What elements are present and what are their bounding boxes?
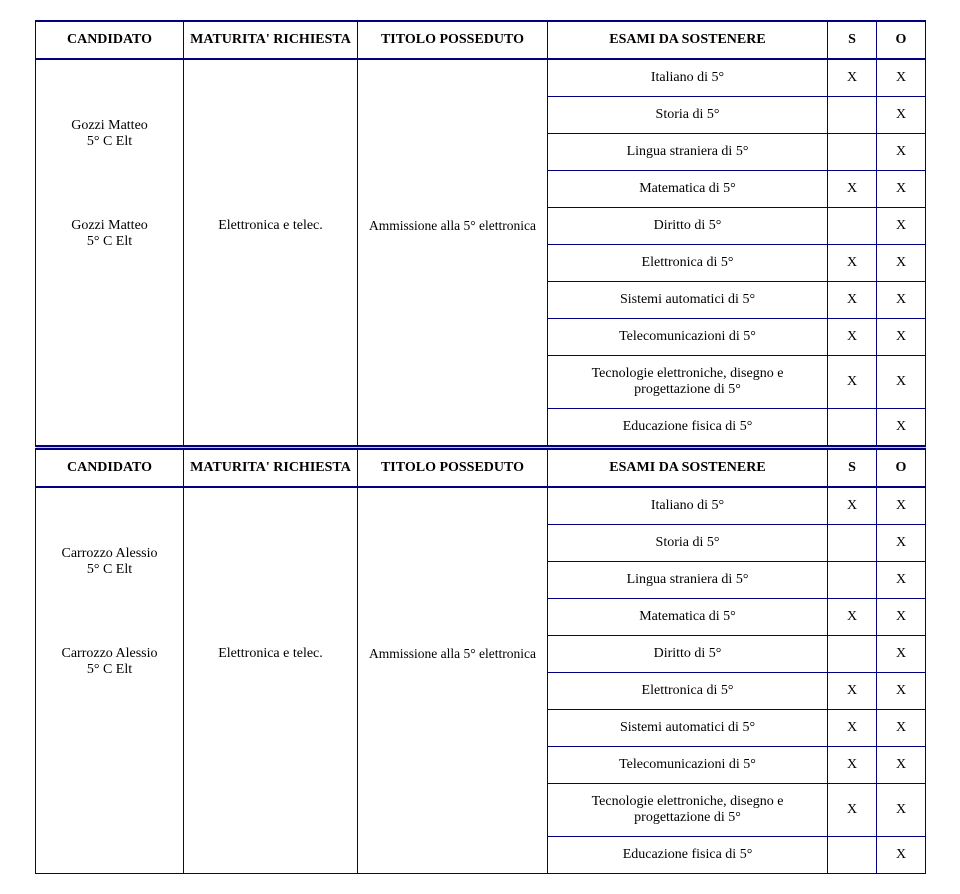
mark-s: X bbox=[828, 245, 877, 282]
mark-s: X bbox=[828, 710, 877, 747]
candidate-cell-lower bbox=[36, 282, 184, 447]
maturita-cell-lower bbox=[184, 282, 358, 447]
mark-o: X bbox=[877, 319, 926, 356]
mark-o: X bbox=[877, 784, 926, 837]
exam-name: Diritto di 5° bbox=[548, 208, 828, 245]
maturita-value: Elettronica e telec. bbox=[184, 208, 358, 282]
mark-s bbox=[828, 97, 877, 134]
mark-o: X bbox=[877, 599, 926, 636]
mark-s: X bbox=[828, 673, 877, 710]
col-header-esami: ESAMI DA SOSTENERE bbox=[548, 21, 828, 59]
exam-name: Lingua straniera di 5° bbox=[548, 562, 828, 599]
maturita-cell-upper bbox=[184, 487, 358, 636]
col-header-titolo: TITOLO POSSEDUTO bbox=[358, 449, 548, 487]
exam-name: Matematica di 5° bbox=[548, 599, 828, 636]
mark-o: X bbox=[877, 282, 926, 319]
mark-o: X bbox=[877, 171, 926, 208]
mark-o: X bbox=[877, 409, 926, 447]
exam-name: Tecnologie elettroniche, disegno e proge… bbox=[548, 784, 828, 837]
mark-o: X bbox=[877, 208, 926, 245]
mark-o: X bbox=[877, 636, 926, 673]
candidate-name: Gozzi Matteo5° C Elt bbox=[36, 208, 184, 282]
mark-o: X bbox=[877, 747, 926, 784]
mark-s bbox=[828, 525, 877, 562]
exam-row: Carrozzo Alessio5° C EltItaliano di 5°XX bbox=[36, 487, 926, 525]
col-header-s: S bbox=[828, 21, 877, 59]
mark-o: X bbox=[877, 245, 926, 282]
exam-name: Diritto di 5° bbox=[548, 636, 828, 673]
exam-name: Tecnologie elettroniche, disegno e proge… bbox=[548, 356, 828, 409]
exam-name: Italiano di 5° bbox=[548, 59, 828, 97]
maturita-value: Elettronica e telec. bbox=[184, 636, 358, 710]
mark-s: X bbox=[828, 59, 877, 97]
maturita-cell-upper bbox=[184, 59, 358, 208]
table-header-row: CANDIDATOMATURITA' RICHIESTATITOLO POSSE… bbox=[36, 449, 926, 487]
col-header-esami: ESAMI DA SOSTENERE bbox=[548, 449, 828, 487]
col-header-s: S bbox=[828, 449, 877, 487]
mark-s: X bbox=[828, 599, 877, 636]
mark-o: X bbox=[877, 356, 926, 409]
exam-name: Storia di 5° bbox=[548, 97, 828, 134]
mark-o: X bbox=[877, 487, 926, 525]
mark-s: X bbox=[828, 171, 877, 208]
mark-o: X bbox=[877, 134, 926, 171]
exam-name: Elettronica di 5° bbox=[548, 673, 828, 710]
exam-name: Telecomunicazioni di 5° bbox=[548, 747, 828, 784]
mark-s: X bbox=[828, 784, 877, 837]
candidate-cell: Gozzi Matteo5° C Elt bbox=[36, 59, 184, 208]
titolo-value: Ammissione alla 5° elettronica bbox=[358, 636, 548, 710]
exam-name: Lingua straniera di 5° bbox=[548, 134, 828, 171]
maturita-cell-lower bbox=[184, 710, 358, 874]
mark-s: X bbox=[828, 319, 877, 356]
col-header-maturita: MATURITA' RICHIESTA bbox=[184, 21, 358, 59]
exam-name: Sistemi automatici di 5° bbox=[548, 710, 828, 747]
table-header-row: CANDIDATOMATURITA' RICHIESTATITOLO POSSE… bbox=[36, 21, 926, 59]
mark-s: X bbox=[828, 282, 877, 319]
candidate-name: Carrozzo Alessio5° C Elt bbox=[36, 636, 184, 710]
exam-name: Educazione fisica di 5° bbox=[548, 837, 828, 874]
exam-row: Sistemi automatici di 5°XX bbox=[36, 710, 926, 747]
mark-s: X bbox=[828, 487, 877, 525]
titolo-cell-lower bbox=[358, 710, 548, 874]
exam-row: Carrozzo Alessio5° C EltElettronica e te… bbox=[36, 636, 926, 673]
mark-s bbox=[828, 562, 877, 599]
col-header-o: O bbox=[877, 449, 926, 487]
col-header-o: O bbox=[877, 21, 926, 59]
exam-name: Sistemi automatici di 5° bbox=[548, 282, 828, 319]
col-header-titolo: TITOLO POSSEDUTO bbox=[358, 21, 548, 59]
exam-name: Matematica di 5° bbox=[548, 171, 828, 208]
exam-name: Storia di 5° bbox=[548, 525, 828, 562]
mark-s: X bbox=[828, 747, 877, 784]
exam-name: Elettronica di 5° bbox=[548, 245, 828, 282]
exam-row: Gozzi Matteo5° C EltElettronica e telec.… bbox=[36, 208, 926, 245]
exam-name: Telecomunicazioni di 5° bbox=[548, 319, 828, 356]
mark-s bbox=[828, 208, 877, 245]
candidate-cell: Carrozzo Alessio5° C Elt bbox=[36, 487, 184, 636]
exam-name: Educazione fisica di 5° bbox=[548, 409, 828, 447]
mark-o: X bbox=[877, 710, 926, 747]
mark-s bbox=[828, 409, 877, 447]
col-header-candidato: CANDIDATO bbox=[36, 21, 184, 59]
exam-row: Sistemi automatici di 5°XX bbox=[36, 282, 926, 319]
mark-o: X bbox=[877, 673, 926, 710]
mark-s: X bbox=[828, 356, 877, 409]
candidate-cell-lower bbox=[36, 710, 184, 874]
titolo-cell-lower bbox=[358, 282, 548, 447]
mark-s bbox=[828, 636, 877, 673]
titolo-cell-upper bbox=[358, 59, 548, 208]
mark-o: X bbox=[877, 837, 926, 874]
titolo-cell-upper bbox=[358, 487, 548, 636]
col-header-maturita: MATURITA' RICHIESTA bbox=[184, 449, 358, 487]
exam-row: Gozzi Matteo5° C EltItaliano di 5°XX bbox=[36, 59, 926, 97]
exam-table: CANDIDATOMATURITA' RICHIESTATITOLO POSSE… bbox=[35, 20, 926, 874]
mark-o: X bbox=[877, 59, 926, 97]
mark-o: X bbox=[877, 97, 926, 134]
mark-o: X bbox=[877, 562, 926, 599]
mark-s bbox=[828, 837, 877, 874]
col-header-candidato: CANDIDATO bbox=[36, 449, 184, 487]
exam-name: Italiano di 5° bbox=[548, 487, 828, 525]
mark-s bbox=[828, 134, 877, 171]
mark-o: X bbox=[877, 525, 926, 562]
titolo-value: Ammissione alla 5° elettronica bbox=[358, 208, 548, 282]
